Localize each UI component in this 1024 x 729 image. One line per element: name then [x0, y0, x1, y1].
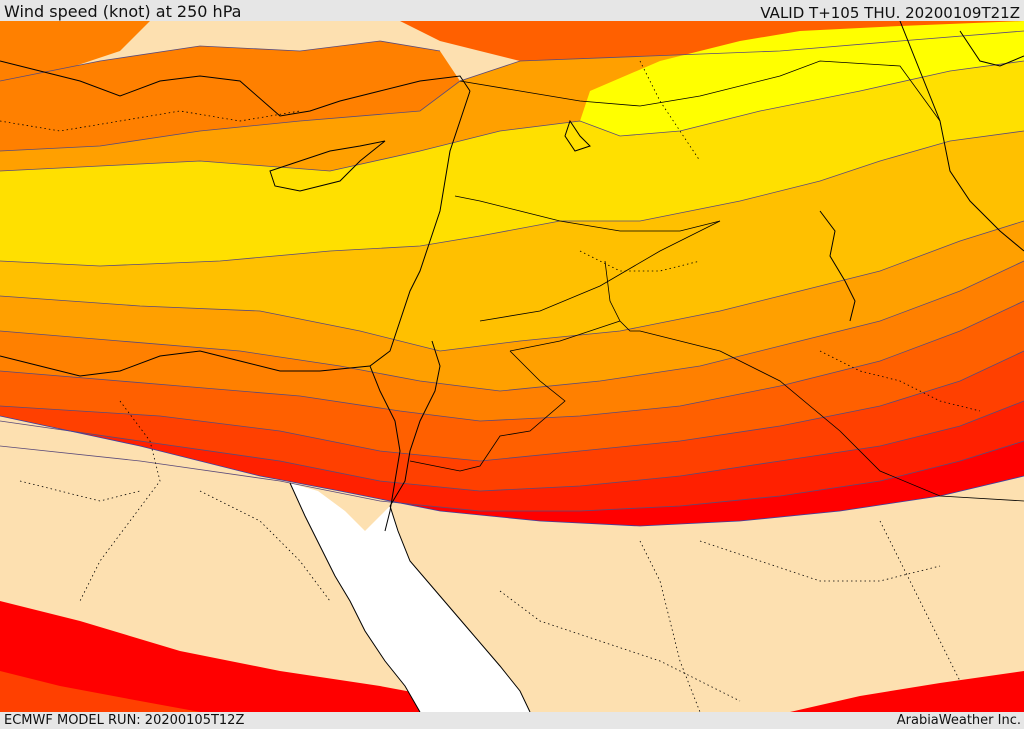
band-gold [0, 131, 1024, 351]
wind-speed-map [0, 21, 1024, 712]
model-run: ECMWF MODEL RUN: 20200105T12Z [4, 713, 245, 728]
band-orange [0, 41, 460, 151]
band-red-south-east [790, 671, 1024, 712]
band-red-orange-south [0, 671, 200, 712]
band-red-light [0, 401, 1024, 511]
internal-borders [0, 60, 981, 712]
band-red-orange [0, 351, 1024, 491]
red-sea [290, 483, 530, 712]
coastlines [0, 21, 1024, 712]
band-orange-light-2 [0, 221, 1024, 391]
band-yellow-light [580, 21, 1024, 136]
band-red [0, 416, 1024, 526]
band-orange-2 [0, 261, 1024, 421]
credit: ArabiaWeather Inc. [896, 713, 1021, 728]
band-yellow [0, 61, 1024, 266]
map-header: Wind speed (knot) at 250 hPa VALID T+105… [0, 0, 1024, 22]
calm-region [0, 416, 1024, 712]
band-orange-dark [0, 301, 1024, 461]
map-title: Wind speed (knot) at 250 hPa [4, 2, 242, 21]
map-canvas [0, 21, 1024, 712]
band-red-south [0, 601, 520, 712]
borders [409, 60, 1024, 502]
valid-time: VALID T+105 THU. 20200109T21Z [760, 4, 1020, 22]
map-footer: ECMWF MODEL RUN: 20200105T12Z ArabiaWeat… [0, 712, 1024, 729]
band-orange-north [0, 21, 150, 81]
